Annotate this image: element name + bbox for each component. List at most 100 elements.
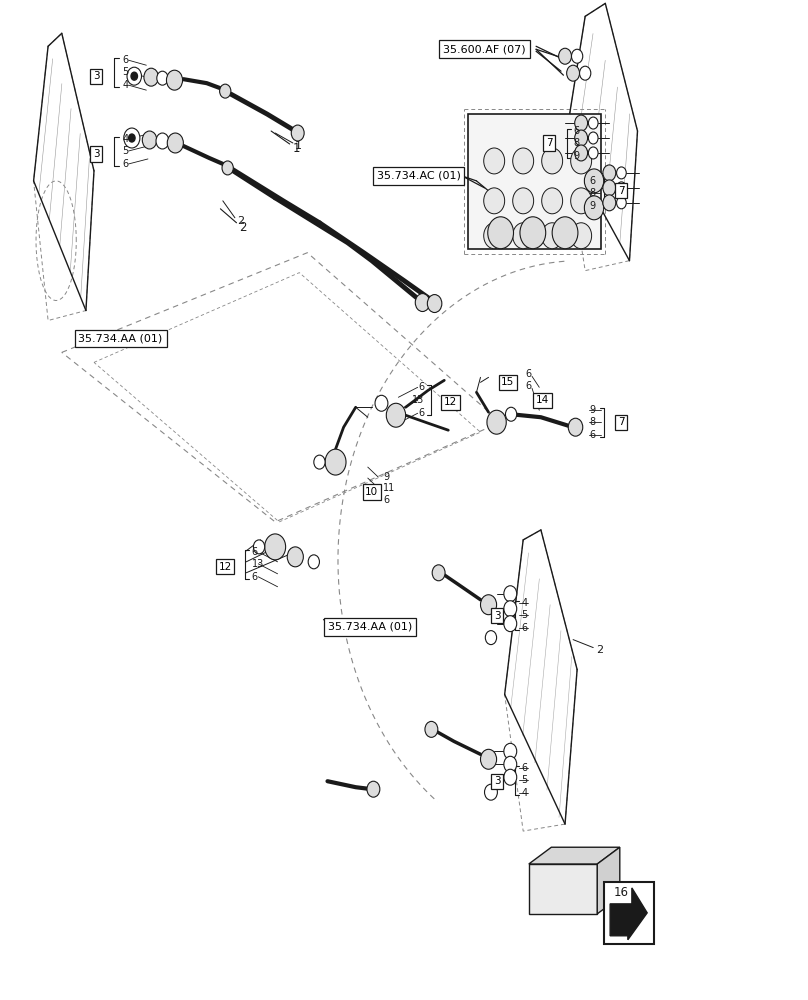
Text: 14: 14 (536, 395, 549, 405)
Polygon shape (610, 888, 647, 940)
Circle shape (588, 117, 598, 129)
Bar (604, 882, 654, 944)
Circle shape (513, 188, 533, 214)
Text: 6: 6 (525, 381, 532, 391)
Text: 6: 6 (418, 382, 424, 392)
Text: 6: 6 (521, 623, 528, 633)
Circle shape (579, 66, 591, 80)
Text: 2: 2 (238, 216, 245, 226)
Circle shape (541, 188, 562, 214)
Circle shape (504, 769, 517, 785)
Circle shape (568, 418, 583, 436)
Circle shape (484, 223, 505, 249)
Text: 1: 1 (295, 141, 302, 151)
Circle shape (375, 395, 388, 411)
Circle shape (427, 295, 442, 313)
Text: 8: 8 (590, 417, 595, 427)
Circle shape (574, 115, 587, 131)
Circle shape (617, 197, 626, 209)
Text: 6: 6 (521, 763, 528, 773)
Text: 4: 4 (122, 134, 128, 144)
Circle shape (541, 148, 562, 174)
Circle shape (485, 784, 498, 800)
Circle shape (574, 145, 587, 161)
Circle shape (603, 195, 616, 211)
Text: 6: 6 (573, 126, 579, 136)
Text: 9: 9 (573, 151, 579, 161)
Circle shape (128, 134, 135, 142)
Text: 9: 9 (590, 405, 595, 415)
Text: 5: 5 (122, 67, 128, 77)
Text: 6: 6 (383, 495, 389, 505)
Circle shape (566, 65, 579, 81)
Text: 7: 7 (618, 186, 625, 196)
Text: 3: 3 (93, 149, 99, 159)
Circle shape (220, 84, 231, 98)
Circle shape (570, 223, 591, 249)
Text: 6: 6 (252, 547, 258, 557)
Polygon shape (528, 847, 620, 864)
Circle shape (314, 455, 325, 469)
Text: 6: 6 (590, 176, 595, 186)
Circle shape (570, 188, 591, 214)
Circle shape (254, 540, 265, 554)
Text: 35.734.AC (01): 35.734.AC (01) (377, 171, 461, 181)
Text: 15: 15 (501, 377, 515, 387)
Circle shape (144, 68, 158, 86)
Circle shape (291, 125, 304, 141)
Circle shape (571, 49, 583, 63)
Text: 8: 8 (590, 188, 595, 198)
Circle shape (265, 534, 286, 560)
Circle shape (588, 132, 598, 144)
Circle shape (486, 631, 497, 645)
Text: 4: 4 (521, 598, 528, 608)
Circle shape (481, 749, 497, 769)
Circle shape (570, 148, 591, 174)
Text: 7: 7 (618, 417, 625, 427)
Text: 35.600.AF (07): 35.600.AF (07) (444, 44, 526, 54)
Text: 11: 11 (383, 483, 395, 493)
Text: 6: 6 (590, 430, 595, 440)
Text: 6: 6 (525, 369, 532, 379)
Circle shape (166, 70, 183, 90)
Circle shape (142, 131, 157, 149)
Circle shape (617, 167, 626, 179)
Circle shape (127, 67, 141, 85)
Text: 13: 13 (252, 559, 264, 569)
Circle shape (513, 223, 533, 249)
Text: 6: 6 (122, 55, 128, 65)
Circle shape (157, 71, 168, 85)
Circle shape (584, 196, 604, 220)
Circle shape (325, 449, 346, 475)
Circle shape (558, 48, 571, 64)
Circle shape (513, 148, 533, 174)
Text: 16: 16 (613, 886, 629, 899)
Text: 6: 6 (122, 159, 128, 169)
Polygon shape (528, 864, 597, 914)
Text: 4: 4 (122, 80, 128, 90)
Circle shape (574, 130, 587, 146)
Circle shape (504, 743, 517, 759)
Circle shape (617, 182, 626, 194)
Circle shape (415, 294, 430, 312)
Circle shape (131, 72, 137, 80)
Text: 1: 1 (292, 142, 301, 155)
Text: 7: 7 (545, 138, 552, 148)
Circle shape (504, 601, 517, 617)
Circle shape (504, 616, 517, 632)
Circle shape (552, 217, 578, 249)
Text: 35.734.AA (01): 35.734.AA (01) (328, 622, 412, 632)
Text: 5: 5 (521, 610, 528, 620)
Text: 2: 2 (239, 221, 246, 234)
Text: 5: 5 (521, 775, 528, 785)
Circle shape (156, 133, 169, 149)
Circle shape (308, 555, 319, 569)
Text: 8: 8 (573, 138, 579, 148)
Text: 9: 9 (590, 201, 595, 211)
Text: 6: 6 (252, 572, 258, 582)
Circle shape (488, 217, 514, 249)
Text: 5: 5 (122, 146, 128, 156)
Text: 13: 13 (412, 395, 424, 405)
Text: 3: 3 (494, 611, 501, 621)
Text: 9: 9 (383, 472, 389, 482)
